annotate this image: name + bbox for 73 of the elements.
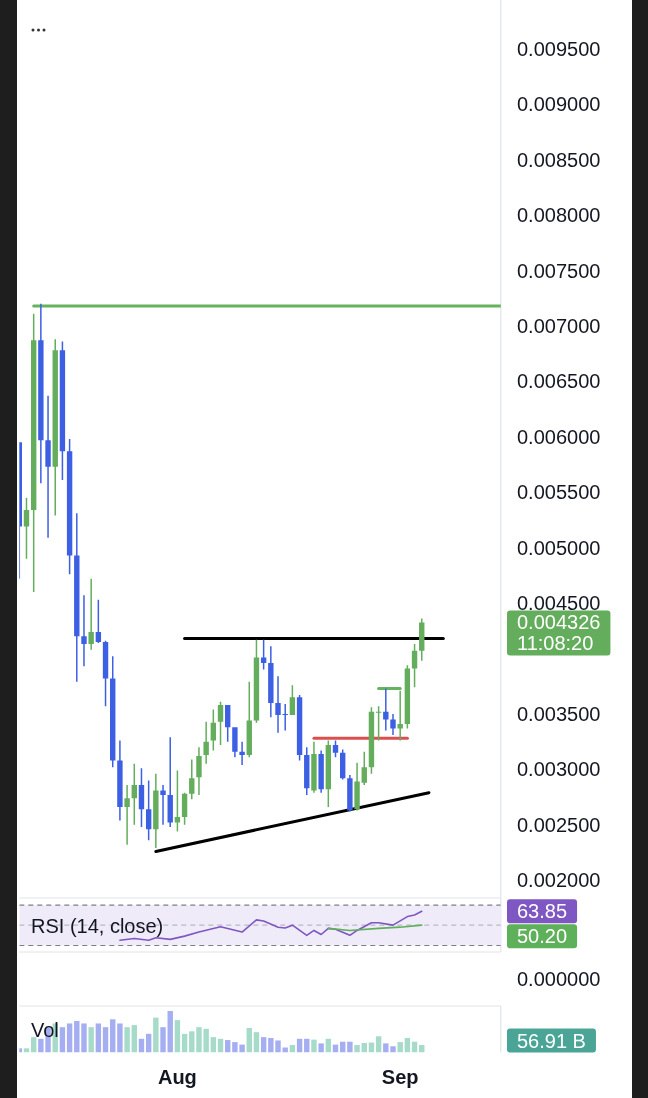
bar xyxy=(110,1019,116,1053)
y-tick-label: 0.005000 xyxy=(517,536,601,559)
candlestick xyxy=(117,740,123,821)
bar xyxy=(404,1037,411,1053)
y-tick-label: 0.003500 xyxy=(517,702,601,725)
candlestick xyxy=(88,578,94,650)
y-tick-label: 0.006500 xyxy=(517,370,601,393)
y-tick-label: 0.007000 xyxy=(517,314,601,337)
candlestick xyxy=(268,646,274,718)
bar xyxy=(246,1028,252,1053)
bar xyxy=(153,1017,159,1053)
candlestick xyxy=(282,703,288,731)
candlestick xyxy=(239,741,245,765)
y-tick-label: 0.002500 xyxy=(517,813,601,836)
bar xyxy=(311,1039,317,1053)
bar xyxy=(167,1011,173,1053)
candlestick xyxy=(275,676,281,733)
bar xyxy=(225,1040,231,1053)
bar xyxy=(117,1023,123,1053)
candlestick xyxy=(311,741,317,793)
bar xyxy=(347,1041,353,1053)
candlestick xyxy=(81,595,87,667)
bar xyxy=(354,1045,360,1053)
y-tick-label: 0.002000 xyxy=(517,869,601,892)
candlestick xyxy=(390,713,396,736)
y-tick-label: 0.008500 xyxy=(517,148,601,171)
text: 11:08:20 xyxy=(517,632,594,655)
candlestick xyxy=(38,303,44,484)
candlestick xyxy=(203,721,209,764)
text: 50.20 xyxy=(517,925,568,948)
chart-title: Vol xyxy=(31,1019,59,1042)
bar xyxy=(131,1025,137,1053)
y-tick-label: 0.009500 xyxy=(517,37,601,60)
bar xyxy=(102,1027,109,1053)
text: 63.85 xyxy=(517,900,568,923)
candlestick xyxy=(232,727,238,758)
candlestick xyxy=(354,762,360,811)
candlestick xyxy=(383,688,389,731)
bar xyxy=(88,1027,94,1053)
bar xyxy=(160,1027,166,1053)
candlestick xyxy=(167,737,173,828)
text: 0.000000 xyxy=(517,968,601,990)
bar xyxy=(30,1037,37,1053)
candlestick xyxy=(124,784,130,845)
bar xyxy=(95,1023,102,1053)
bar xyxy=(124,1027,130,1053)
bar xyxy=(74,1020,80,1053)
x-tick-label: Aug xyxy=(157,1066,197,1088)
candlestick xyxy=(153,773,159,849)
bar xyxy=(397,1042,403,1053)
y-tick-label: 0.007500 xyxy=(517,259,601,282)
y-tick-label: 0.008000 xyxy=(517,204,601,227)
bar xyxy=(174,1020,181,1053)
y-tick-label: 0.006000 xyxy=(517,425,601,448)
bar xyxy=(23,1048,30,1053)
candlestick xyxy=(160,784,166,825)
bar xyxy=(210,1037,217,1053)
bar xyxy=(66,1023,73,1053)
y-tick-label: 0.005500 xyxy=(517,481,601,504)
text: 56.91 B xyxy=(517,1029,586,1052)
chart-title: RSI (14, close) xyxy=(31,915,164,937)
y-tick-label: 0.003000 xyxy=(517,758,601,781)
bar xyxy=(189,1031,195,1053)
candlestick xyxy=(196,747,202,795)
candlestick xyxy=(45,395,51,538)
bar xyxy=(253,1032,260,1053)
y-tick-label: 0.009000 xyxy=(517,93,601,116)
bar xyxy=(59,1027,66,1053)
x-tick-label: Sep xyxy=(381,1066,419,1088)
bar xyxy=(375,1036,382,1053)
bar xyxy=(81,1023,87,1053)
bar xyxy=(260,1037,267,1053)
bar xyxy=(318,1043,324,1053)
